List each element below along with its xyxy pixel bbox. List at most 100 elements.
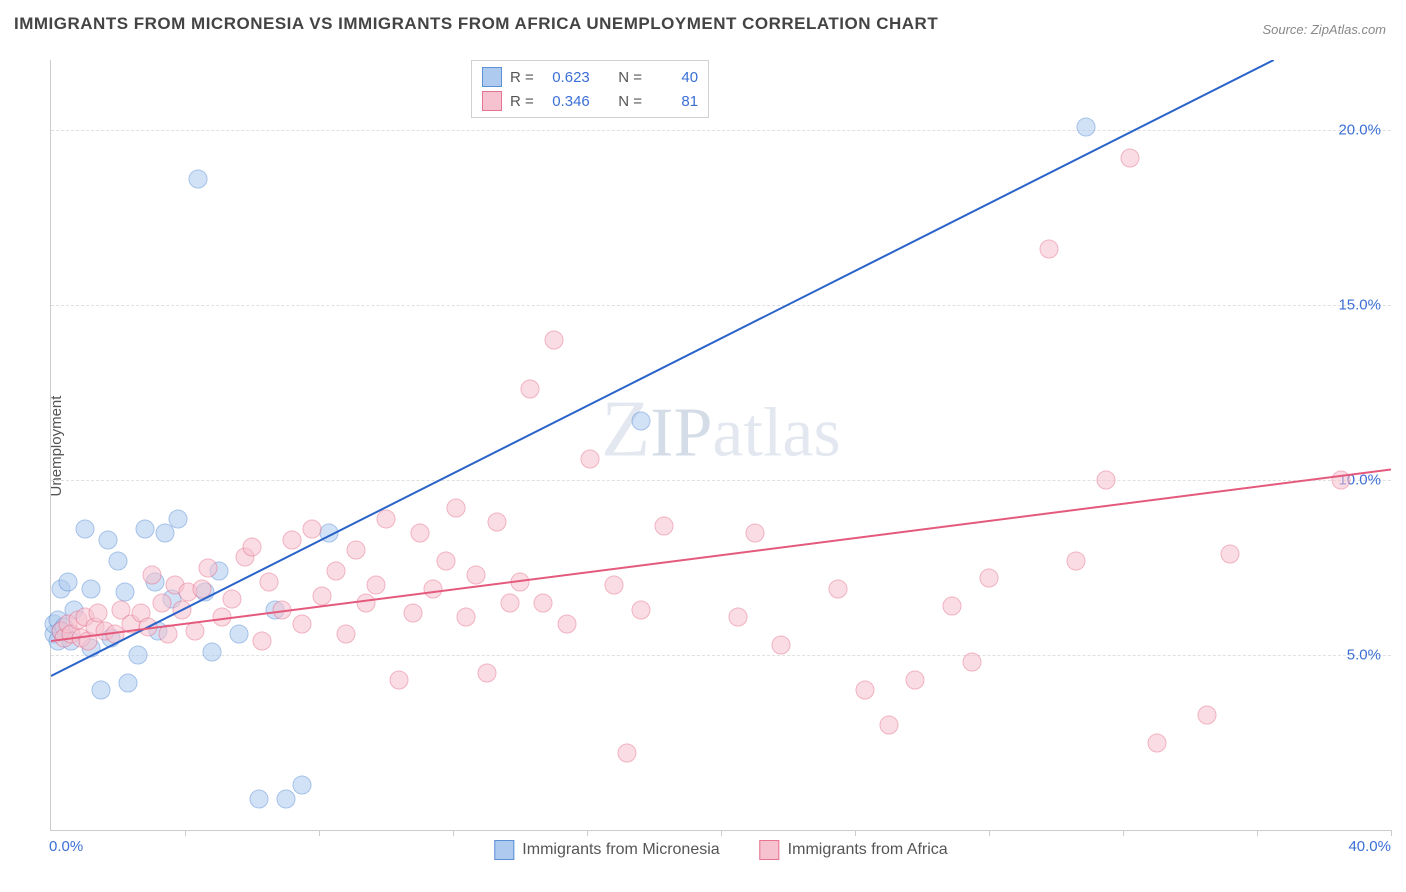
data-point — [129, 646, 148, 665]
gridline-h — [51, 305, 1391, 306]
y-tick-label: 20.0% — [1338, 122, 1381, 139]
data-point — [437, 551, 456, 570]
x-tick-label: 40.0% — [1348, 838, 1391, 855]
data-point — [772, 635, 791, 654]
x-tick-mark — [855, 830, 856, 836]
data-point — [186, 621, 205, 640]
gridline-h — [51, 655, 1391, 656]
data-point — [447, 499, 466, 518]
data-point — [1147, 733, 1166, 752]
x-tick-mark — [453, 830, 454, 836]
x-tick-mark — [989, 830, 990, 836]
x-tick-mark — [1391, 830, 1392, 836]
data-point — [963, 653, 982, 672]
data-point — [879, 716, 898, 735]
data-point — [115, 583, 134, 602]
data-point — [581, 450, 600, 469]
data-point — [189, 170, 208, 189]
legend-n-label: N = — [618, 93, 642, 110]
data-point — [336, 625, 355, 644]
legend-r-value: 0.346 — [542, 93, 590, 110]
x-tick-mark — [1257, 830, 1258, 836]
data-point — [313, 586, 332, 605]
gridline-h — [51, 130, 1391, 131]
data-point — [135, 520, 154, 539]
x-tick-label: 0.0% — [49, 838, 83, 855]
legend-stats: R =0.623 N =40R =0.346 N =81 — [471, 60, 709, 118]
data-point — [410, 523, 429, 542]
gridline-h — [51, 480, 1391, 481]
legend-series-item: Immigrants from Micronesia — [494, 840, 719, 860]
x-tick-mark — [319, 830, 320, 836]
data-point — [1197, 705, 1216, 724]
data-point — [273, 600, 292, 619]
data-point — [119, 674, 138, 693]
data-point — [366, 576, 385, 595]
data-point — [423, 579, 442, 598]
data-point — [390, 670, 409, 689]
data-point — [58, 572, 77, 591]
legend-r-label: R = — [510, 69, 534, 86]
legend-series-label: Immigrants from Africa — [788, 841, 948, 859]
legend-swatch — [494, 840, 514, 860]
data-point — [521, 380, 540, 399]
legend-n-label: N = — [618, 69, 642, 86]
data-point — [1067, 551, 1086, 570]
data-point — [745, 523, 764, 542]
data-point — [1097, 471, 1116, 490]
data-point — [276, 789, 295, 808]
x-tick-mark — [721, 830, 722, 836]
data-point — [829, 579, 848, 598]
data-point — [943, 597, 962, 616]
regression-line — [51, 60, 1274, 676]
legend-series-item: Immigrants from Africa — [760, 840, 948, 860]
plot-area: ZIPatlas 5.0%10.0%15.0%20.0%0.0%40.0%R =… — [50, 60, 1391, 831]
data-point — [243, 537, 262, 556]
data-point — [1331, 471, 1350, 490]
data-point — [172, 600, 191, 619]
y-tick-label: 15.0% — [1338, 297, 1381, 314]
data-point — [152, 593, 171, 612]
data-point — [655, 516, 674, 535]
data-point — [169, 509, 188, 528]
data-point — [980, 569, 999, 588]
data-point — [534, 593, 553, 612]
data-point — [1040, 240, 1059, 259]
chart-title: IMMIGRANTS FROM MICRONESIA VS IMMIGRANTS… — [14, 14, 938, 34]
data-point — [557, 614, 576, 633]
data-point — [139, 618, 158, 637]
data-point — [259, 572, 278, 591]
legend-stats-row: R = 0.623 N = 40 — [482, 65, 698, 89]
data-point — [346, 541, 365, 560]
data-point — [618, 744, 637, 763]
data-point — [377, 509, 396, 528]
data-point — [500, 593, 519, 612]
legend-series-label: Immigrants from Micronesia — [522, 841, 719, 859]
data-point — [511, 572, 530, 591]
source-attribution: Source: ZipAtlas.com — [1262, 22, 1386, 37]
x-tick-mark — [185, 830, 186, 836]
legend-swatch — [482, 67, 502, 87]
data-point — [303, 520, 322, 539]
data-point — [403, 604, 422, 623]
data-point — [631, 600, 650, 619]
legend-swatch — [760, 840, 780, 860]
data-point — [1077, 117, 1096, 136]
data-point — [1221, 544, 1240, 563]
data-point — [283, 530, 302, 549]
data-point — [457, 607, 476, 626]
y-tick-label: 5.0% — [1347, 647, 1381, 664]
data-point — [604, 576, 623, 595]
data-point — [326, 562, 345, 581]
data-point — [98, 530, 117, 549]
data-point — [1120, 149, 1139, 168]
data-point — [192, 579, 211, 598]
data-point — [293, 614, 312, 633]
data-point — [544, 331, 563, 350]
legend-n-value: 40 — [650, 69, 698, 86]
data-point — [467, 565, 486, 584]
data-point — [92, 681, 111, 700]
data-point — [82, 579, 101, 598]
chart-container: IMMIGRANTS FROM MICRONESIA VS IMMIGRANTS… — [0, 0, 1406, 892]
legend-r-value: 0.623 — [542, 69, 590, 86]
